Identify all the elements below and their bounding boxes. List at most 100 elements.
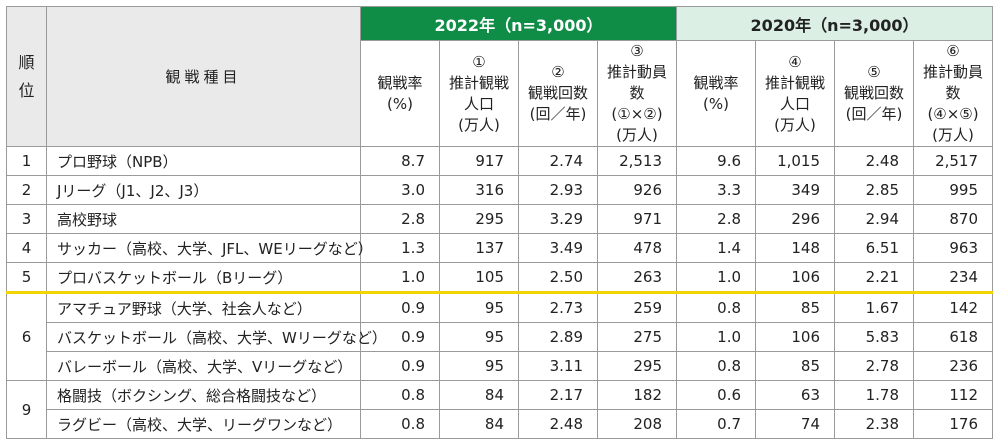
value-cell: 2.74	[518, 146, 598, 176]
value-cell: 137	[439, 233, 519, 263]
group-header-2022: 2022年（n=3,000）	[359, 6, 678, 41]
column-header: ⑥ 推計動員数 (④×⑤) (万人)	[913, 40, 994, 147]
value-cell: 63	[755, 380, 836, 410]
column-header: ⑤ 観戦回数 (回／年)	[834, 40, 915, 147]
sport-cell: 格闘技（ボクシング、総合格闘技など）	[46, 380, 361, 410]
value-cell: 295	[439, 204, 519, 234]
value-cell: 2.89	[518, 322, 598, 352]
value-cell: 112	[913, 380, 994, 410]
table-row: 5 プロバスケットボール（Bリーグ） 1.0 105 2.50 263 1.0 106 2.21…	[6, 262, 994, 293]
value-cell: 5.83	[834, 322, 915, 352]
column-header: ② 観戦回数 (回／年)	[518, 40, 598, 147]
value-cell: 234	[913, 262, 994, 293]
value-cell: 870	[913, 204, 994, 234]
value-cell: 296	[755, 204, 836, 234]
column-header: 観戦率 (%)	[676, 40, 757, 147]
rank-cell: 2	[6, 175, 47, 205]
value-cell: 148	[755, 233, 836, 263]
value-cell: 1.0	[360, 262, 440, 293]
sport-cell: プロバスケットボール（Bリーグ）	[46, 262, 361, 293]
table-row: 6 アマチュア野球（大学、社会人など） 0.9 95 2.73 259 0.8 85 1.67 1…	[6, 291, 994, 381]
value-cell: 2.48	[518, 409, 598, 439]
table-row: 4 サッカー（高校、大学、JFL、WEリーグなど） 1.3 137 3.49 478 1.4…	[6, 233, 994, 263]
value-cell: 275	[596, 322, 678, 352]
value-cell: 9.6	[676, 146, 757, 176]
value-cell: 259	[596, 291, 678, 323]
value-cell: 0.8	[360, 409, 440, 439]
value-cell: 1.4	[676, 233, 757, 263]
value-cell: 85	[755, 291, 836, 323]
value-cell: 2.8	[676, 204, 757, 234]
value-cell: 142	[913, 291, 994, 323]
sport-cell: プロ野球（NPB）	[46, 146, 361, 176]
value-cell: 2.94	[834, 204, 915, 234]
value-cell: 2.78	[834, 351, 915, 381]
value-cell: 0.9	[360, 351, 440, 381]
value-cell: 0.8	[676, 351, 757, 381]
value-cell: 2.17	[518, 380, 598, 410]
value-cell: 208	[596, 409, 678, 439]
value-cell: 2.50	[518, 262, 598, 293]
value-cell: 2,513	[596, 146, 678, 176]
value-cell: 105	[439, 262, 519, 293]
value-cell: 3.29	[518, 204, 598, 234]
rank-cell: 3	[6, 204, 47, 234]
value-cell: 1.67	[834, 291, 915, 323]
value-cell: 176	[913, 409, 994, 439]
value-cell: 0.9	[360, 291, 440, 323]
value-cell: 926	[596, 175, 678, 205]
value-cell: 2,517	[913, 146, 994, 176]
value-cell: 85	[755, 351, 836, 381]
value-cell: 349	[755, 175, 836, 205]
value-cell: 2.21	[834, 262, 915, 293]
rank-cell: 4	[6, 233, 47, 263]
rank-header: 順 位	[6, 6, 47, 147]
value-cell: 0.8	[676, 291, 757, 323]
table-row: 1 プロ野球（NPB） 8.7 917 2.74 2,513 9.6 1,015 2.48 2,5…	[6, 146, 994, 176]
value-cell: 1.78	[834, 380, 915, 410]
value-cell: 3.3	[676, 175, 757, 205]
value-cell: 2.85	[834, 175, 915, 205]
value-cell: 95	[439, 351, 519, 381]
value-cell: 0.9	[360, 322, 440, 352]
sport-cell: Jリーグ（J1、J2、J3）	[46, 175, 361, 205]
value-cell: 3.0	[360, 175, 440, 205]
value-cell: 618	[913, 322, 994, 352]
sport-cell: 高校野球	[46, 204, 361, 234]
value-cell: 0.7	[676, 409, 757, 439]
value-cell: 236	[913, 351, 994, 381]
sport-cell: バスケットボール（高校、大学、Wリーグなど）	[46, 322, 387, 352]
sport-header: 観戦種目	[46, 6, 361, 147]
value-cell: 182	[596, 380, 678, 410]
value-cell: 1,015	[755, 146, 836, 176]
value-cell: 0.8	[360, 380, 440, 410]
value-cell: 84	[439, 409, 519, 439]
value-cell: 6.51	[834, 233, 915, 263]
value-cell: 8.7	[360, 146, 440, 176]
value-cell: 971	[596, 204, 678, 234]
sport-cell: アマチュア野球（大学、社会人など）	[46, 291, 361, 323]
value-cell: 106	[755, 262, 836, 293]
table-row: 3 高校野球 2.8 295 3.29 971 2.8 296 2.94 870	[6, 204, 994, 234]
rank-cell: 1	[6, 146, 47, 176]
value-cell: 316	[439, 175, 519, 205]
value-cell: 995	[913, 175, 994, 205]
value-cell: 106	[755, 322, 836, 352]
rank-cell: 9	[6, 380, 47, 439]
table-row: ラグビー（高校、大学、リーグワンなど） 0.8 84 2.48 208 0.7 74 2.38…	[7, 409, 994, 439]
value-cell: 295	[596, 351, 678, 381]
value-cell: 2.48	[834, 146, 915, 176]
value-cell: 84	[439, 380, 519, 410]
value-cell: 917	[439, 146, 519, 176]
group-header-2020: 2020年（n=3,000）	[676, 6, 994, 41]
value-cell: 263	[596, 262, 678, 293]
value-cell: 478	[596, 233, 678, 263]
column-header: 観戦率 (%)	[360, 40, 440, 147]
sport-cell: サッカー（高校、大学、JFL、WEリーグなど）	[46, 233, 373, 263]
column-header: ① 推計観戦 人口 (万人)	[439, 40, 519, 147]
value-cell: 1.0	[676, 262, 757, 293]
value-cell: 3.49	[518, 233, 598, 263]
value-cell: 2.73	[518, 291, 598, 323]
value-cell: 2.38	[834, 409, 915, 439]
rank-cell: 6	[6, 291, 47, 381]
